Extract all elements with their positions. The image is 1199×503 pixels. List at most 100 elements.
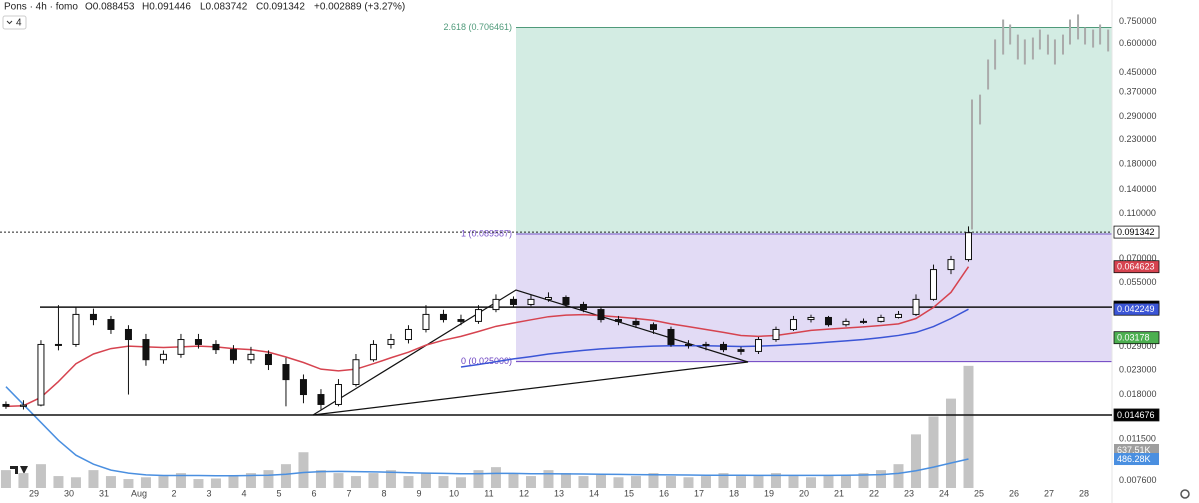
candle-body — [772, 328, 780, 341]
candle-body — [264, 353, 272, 366]
x-tick-label: 26 — [1009, 488, 1019, 498]
candle-body — [194, 339, 202, 345]
candle-body — [334, 384, 342, 405]
volume-bar — [18, 473, 29, 488]
candle-body — [562, 296, 570, 305]
candle-body — [754, 339, 762, 352]
volume-bar — [245, 473, 256, 488]
candle-body — [544, 296, 552, 300]
ohlc-close: C0.091342 — [256, 2, 305, 13]
badge[interactable] — [2, 15, 27, 30]
candle-body — [124, 328, 132, 341]
candle-body — [89, 313, 97, 321]
volume-bar — [105, 476, 116, 488]
y-tick-label: 0.600000 — [1119, 38, 1157, 48]
volume-bar — [455, 477, 466, 488]
ma-line — [460, 308, 969, 368]
x-tick-label: 3 — [206, 488, 211, 498]
x-tick-label: 8 — [381, 488, 386, 498]
candle-body — [474, 309, 482, 322]
volume-bar — [0, 470, 11, 488]
candle-body — [789, 319, 797, 330]
candle-body — [282, 364, 290, 381]
volume-bar — [945, 398, 956, 488]
candle-body — [107, 319, 115, 330]
candle-body — [509, 298, 517, 305]
volume-bar — [770, 473, 781, 488]
volume-bar — [753, 476, 764, 488]
x-tick-label: 31 — [99, 488, 109, 498]
x-tick-label: 17 — [694, 488, 704, 498]
volume-label: 486.28K — [1117, 454, 1151, 464]
volume-bar — [490, 467, 501, 488]
candle-body — [877, 316, 885, 322]
x-tick-label: 27 — [1044, 488, 1054, 498]
candle-body — [702, 343, 710, 346]
ohlc-open: O0.088453 — [85, 2, 135, 13]
x-tick-label: 7 — [346, 488, 351, 498]
candle-body — [894, 313, 902, 318]
y-tick-label: 0.029000 — [1119, 341, 1157, 351]
volume-bar — [840, 474, 851, 488]
price-label-box — [1113, 260, 1160, 274]
settings-icon[interactable] — [1180, 489, 1190, 499]
x-tick-label: 21 — [834, 488, 844, 498]
x-tick-label: 11 — [484, 488, 493, 498]
x-tick-label: 6 — [311, 488, 316, 498]
candle-body — [527, 298, 535, 305]
candle-body — [159, 353, 167, 361]
candle-body — [247, 353, 255, 361]
volume-bar — [210, 478, 221, 488]
volume-bar — [315, 470, 326, 488]
badge-text: 4 — [16, 18, 22, 29]
y-tick-label: 0.450000 — [1119, 67, 1157, 77]
price-label-box — [1113, 225, 1160, 239]
candle-body — [737, 349, 745, 352]
price-label: 0.091342 — [1117, 227, 1155, 237]
volume-bar — [280, 464, 291, 488]
volume-bar — [858, 473, 869, 488]
volume-bar — [158, 476, 169, 488]
candle-body — [404, 328, 412, 341]
candle-body — [317, 394, 325, 405]
fib-zone-lower — [516, 234, 1112, 362]
x-tick-label: 29 — [29, 488, 39, 498]
candle-body — [684, 343, 692, 346]
volume-bar — [788, 476, 799, 488]
candle-body — [142, 339, 150, 361]
volume-label-box — [1114, 444, 1159, 457]
candle-body — [912, 298, 920, 315]
candle-body — [632, 320, 640, 326]
symbol: Pons · 4h · fomo — [4, 2, 78, 13]
volume-bar — [928, 416, 939, 488]
candle-body — [54, 343, 62, 346]
volume-bar — [560, 473, 571, 488]
candle-body — [439, 313, 447, 321]
candle-body — [422, 313, 430, 330]
volume-bar — [683, 477, 694, 488]
candle-body — [807, 316, 815, 321]
x-tick-label: 4 — [241, 488, 246, 498]
volume-bar — [595, 474, 606, 488]
volume-bar — [333, 473, 344, 488]
y-tick-label: 0.011500 — [1119, 434, 1156, 444]
x-tick-label: 28 — [1079, 488, 1089, 498]
candle-body — [72, 313, 80, 345]
change: +0.002889 (+3.27%) — [314, 2, 405, 13]
x-tick-label: 10 — [449, 488, 459, 498]
volume-bar — [875, 470, 886, 488]
chevron — [6, 20, 13, 25]
y-tick-label: 0.290000 — [1119, 111, 1157, 121]
volume-bar — [438, 476, 449, 488]
candle-body — [649, 324, 657, 330]
x-tick-label: 9 — [416, 488, 421, 498]
volume-bar — [613, 477, 624, 488]
x-tick-label: 12 — [519, 488, 529, 498]
candle-body — [719, 343, 727, 351]
volume-bar — [298, 452, 309, 488]
candle-body — [842, 320, 850, 326]
fib-label: 2.618 (0.706461) — [443, 22, 512, 32]
volume-bar — [543, 470, 554, 488]
x-tick-label: 20 — [799, 488, 809, 498]
x-tick-label: 15 — [624, 488, 634, 498]
